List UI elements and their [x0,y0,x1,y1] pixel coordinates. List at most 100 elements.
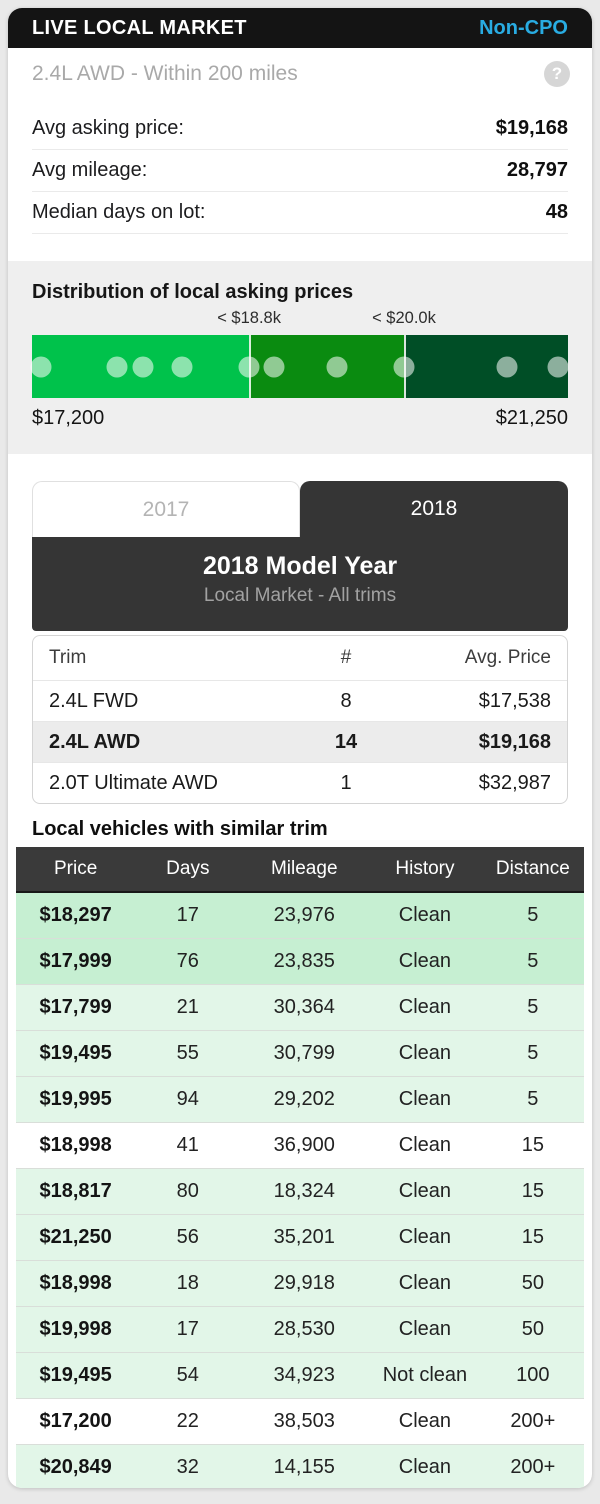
vehicle-mileage: 14,155 [273,1456,335,1478]
stat-value: $19,168 [495,117,568,139]
vehicle-days: 54 [176,1364,199,1386]
stat-row: Avg mileage: 28,797 [32,150,568,192]
vehicle-days: 22 [176,1410,199,1432]
cpo-filter-badge[interactable]: Non-CPO [479,16,568,39]
vehicles-table: Price Days Mileage History Distance $18,297 1… [16,847,584,1488]
vehicle-price: $19,495 [39,1042,112,1064]
distribution-chart: < $18.8k < $20.0k [30,309,569,398]
vehicle-distance: 5 [527,996,539,1018]
trim-column-header: Trim [49,647,87,668]
vehicle-days: 17 [176,904,199,926]
trim-avg-price: $32,987 [478,771,551,794]
trim-row: 2.4L AWD 14 $19,168 [33,721,567,762]
tab-2018[interactable]: 2018 [300,481,568,537]
filter-summary: 2.4L AWD - Within 200 miles [32,62,298,85]
vehicle-price: $18,998 [39,1134,112,1156]
column-header-days: Days [166,858,210,879]
price-distribution-bar: < $18.8k < $20.0k [30,309,569,398]
vehicle-history: Clean [398,1272,452,1294]
trim-name: 2.4L FWD [49,689,139,712]
vehicle-distance: 200+ [510,1456,556,1478]
model-year-section: 2017 2018 2018 Model Year Local Market - … [8,454,592,804]
trim-table: Trim # Avg. Price 2.4L FWD 8 $17,538 2.4L AWD 1… [32,635,568,804]
trim-name: 2.4L AWD [49,730,141,753]
vehicle-mileage: 36,900 [273,1134,335,1156]
count-column-header: # [340,647,352,668]
vehicle-row: $20,849 32 14,155 Clean 200+ [16,1445,584,1488]
question-mark-icon[interactable]: ? [544,61,570,87]
vehicle-distance: 5 [527,950,539,972]
trim-table-header: Trim # Avg. Price [33,636,567,680]
vehicle-mileage: 29,202 [273,1088,335,1110]
vehicle-history: Clean [398,1456,452,1478]
trim-avg-price: $19,168 [478,730,551,753]
stat-row: Avg asking price: $19,168 [32,108,568,150]
vehicle-dot [132,356,154,377]
vehicle-row: $19,995 94 29,202 Clean 5 [16,1077,584,1123]
vehicles-table-header: Price Days Mileage History Distance [16,847,584,893]
vehicle-dot [547,356,569,377]
card-header: LIVE LOCAL MARKET Non-CPO [8,8,592,48]
vehicle-history: Clean [398,1180,452,1202]
model-year-title: 2018 Model Year [202,552,398,580]
vehicle-mileage: 23,976 [273,904,335,926]
vehicle-history: Clean [398,1318,452,1340]
vehicle-mileage: 34,923 [273,1364,335,1386]
vehicle-row: $17,999 76 23,835 Clean 5 [16,939,584,985]
vehicle-days: 55 [176,1042,199,1064]
vehicle-row: $18,297 17 23,976 Clean 5 [16,893,584,939]
vehicles-heading: Local vehicles with similar trim [32,818,328,840]
vehicle-history: Not clean [382,1364,468,1386]
vehicle-distance: 5 [527,1042,539,1064]
vehicle-history: Clean [398,904,452,926]
vehicle-days: 41 [176,1134,199,1156]
threshold-label: < $20.0k [372,309,436,327]
vehicles-table-body: $18,297 17 23,976 Clean 5 $17,999 76 23,835 Clea… [16,893,584,1488]
vehicle-distance: 200+ [510,1410,556,1432]
vehicle-mileage: 30,364 [273,996,335,1018]
vehicle-distance: 5 [527,904,539,926]
distribution-title: Distribution of local asking prices [32,281,354,303]
vehicle-distance: 50 [521,1272,544,1294]
column-header-distance: Distance [495,858,570,879]
vehicle-price: $17,200 [39,1410,112,1432]
vehicle-mileage: 28,530 [273,1318,335,1340]
vehicle-row: $17,799 21 30,364 Clean 5 [16,985,584,1031]
trim-row: 2.0T Ultimate AWD 1 $32,987 [33,762,567,803]
vehicle-dot [263,356,285,377]
vehicle-distance: 50 [521,1318,544,1340]
vehicle-price: $18,998 [39,1272,112,1294]
vehicle-mileage: 18,324 [273,1180,335,1202]
vehicle-distance: 15 [521,1134,544,1156]
vehicle-days: 17 [176,1318,199,1340]
vehicle-row: $19,495 55 30,799 Clean 5 [16,1031,584,1077]
vehicle-row: $18,998 18 29,918 Clean 50 [16,1261,584,1307]
vehicle-days: 94 [176,1088,199,1110]
tab-2017[interactable]: 2017 [32,481,300,537]
max-price-label: $21,250 [495,407,568,429]
vehicle-dot [30,356,52,377]
column-header-history: History [395,858,455,879]
year-tabs: 2017 2018 [32,481,568,537]
vehicle-mileage: 30,799 [273,1042,335,1064]
vehicle-days: 32 [176,1456,199,1478]
stats-list: Avg asking price: $19,168 Avg mileage: 28,7… [32,108,568,234]
trim-row: 2.4L FWD 8 $17,538 [33,680,567,721]
vehicle-mileage: 35,201 [273,1226,335,1248]
vehicle-history: Clean [398,1088,452,1110]
vehicle-dot [171,356,193,377]
vehicle-row: $18,817 80 18,324 Clean 15 [16,1169,584,1215]
vehicle-row: $18,998 41 36,900 Clean 15 [16,1123,584,1169]
vehicle-price: $19,995 [39,1088,112,1110]
stat-label: Avg mileage: [32,159,148,181]
vehicle-price: $18,297 [39,904,112,926]
vehicle-row: $21,250 56 35,201 Clean 15 [16,1215,584,1261]
vehicle-mileage: 38,503 [273,1410,335,1432]
vehicle-price: $19,495 [39,1364,112,1386]
vehicle-row: $19,998 17 28,530 Clean 50 [16,1307,584,1353]
threshold-label: < $18.8k [217,309,281,327]
stat-row: Median days on lot: 48 [32,192,568,234]
vehicle-history: Clean [398,1042,452,1064]
vehicle-days: 76 [176,950,199,972]
card-title: LIVE LOCAL MARKET [32,16,247,39]
